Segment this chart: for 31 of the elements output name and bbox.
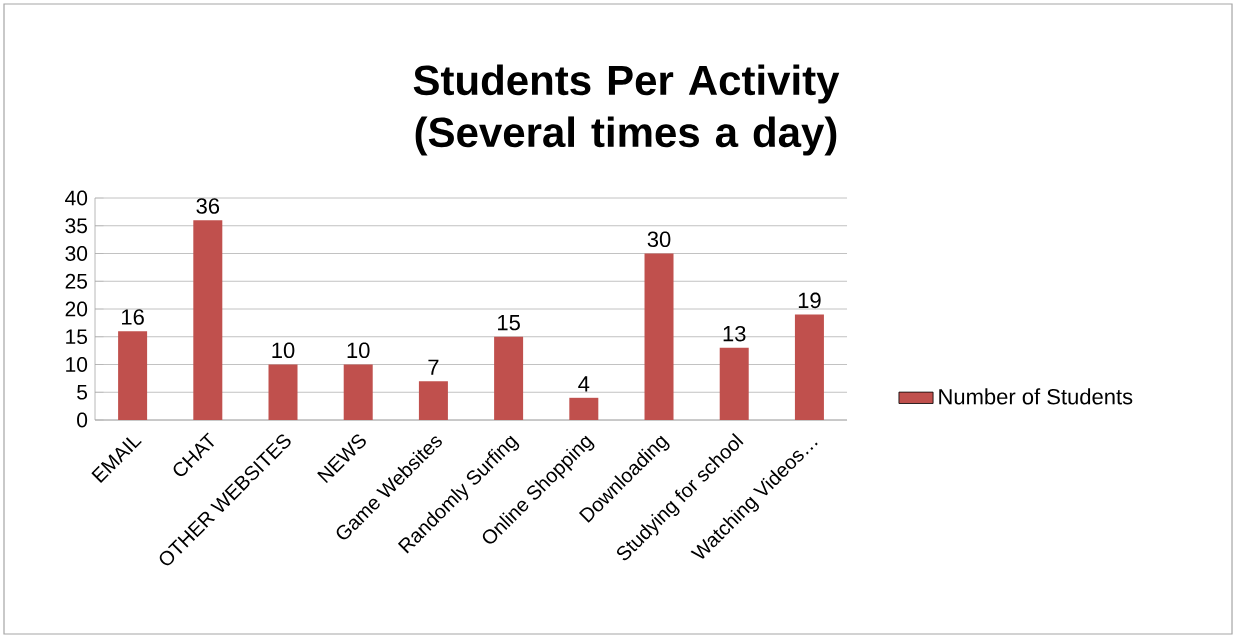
data-label: 15 — [498, 315, 520, 331]
y-tick-label: 40 — [65, 190, 88, 206]
data-label: 16 — [122, 309, 144, 325]
y-tick-label: 0 — [77, 412, 88, 428]
data-label: 4 — [578, 376, 590, 392]
y-tick-label: 20 — [65, 301, 88, 317]
data-label: 10 — [272, 342, 295, 359]
bar — [118, 331, 148, 420]
data-label: 13 — [723, 325, 746, 342]
bar — [644, 253, 674, 420]
legend-label: Number of Students — [939, 388, 1133, 405]
bar — [418, 381, 448, 420]
bar — [494, 336, 524, 420]
bar — [569, 397, 599, 420]
y-tick-label: 5 — [77, 384, 88, 400]
bar — [268, 364, 298, 420]
bar — [343, 364, 373, 420]
y-tick-label: 30 — [65, 246, 88, 261]
chart-title: Students Per Activity (Several times a day) — [413, 64, 840, 156]
y-tick-label: 10 — [66, 357, 88, 372]
data-label: 10 — [347, 342, 370, 359]
data-label: 30 — [647, 231, 671, 248]
data-label: 36 — [196, 198, 220, 214]
bar — [193, 220, 223, 420]
bar — [794, 314, 824, 420]
y-tick-label: 35 — [65, 218, 88, 234]
data-label: 7 — [428, 359, 439, 375]
y-tick-label: 25 — [65, 273, 88, 289]
bar — [719, 347, 749, 420]
y-tick-label: 15 — [66, 329, 88, 345]
data-label: 19 — [798, 292, 821, 309]
